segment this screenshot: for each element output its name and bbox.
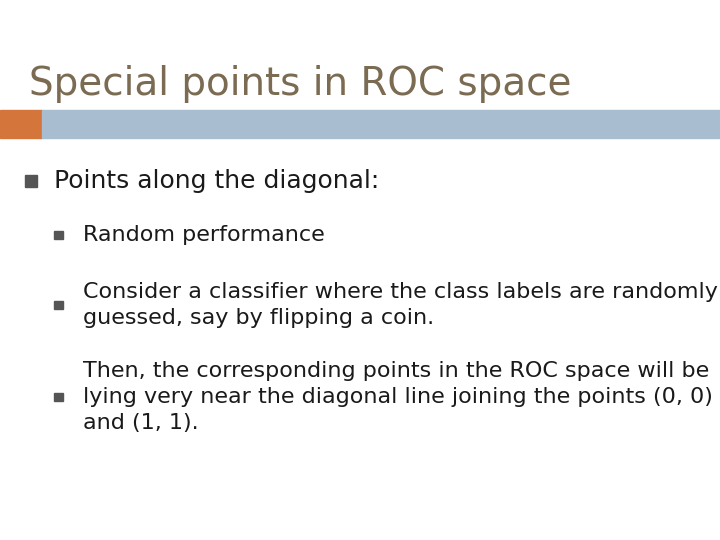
Bar (54, 393, 63, 401)
Bar (54, 231, 63, 239)
Text: Special points in ROC space: Special points in ROC space (29, 65, 571, 103)
Text: Points along the diagonal:: Points along the diagonal: (54, 169, 379, 193)
Text: Then, the corresponding points in the ROC space will be
lying very near the diag: Then, the corresponding points in the RO… (83, 361, 713, 433)
Bar (42, 110, 720, 138)
Text: Consider a classifier where the class labels are randomly
guessed, say by flippi: Consider a classifier where the class la… (83, 282, 718, 328)
Bar (25, 175, 37, 187)
Bar (0, 110, 42, 138)
Text: Random performance: Random performance (83, 225, 325, 245)
Bar (54, 301, 63, 309)
